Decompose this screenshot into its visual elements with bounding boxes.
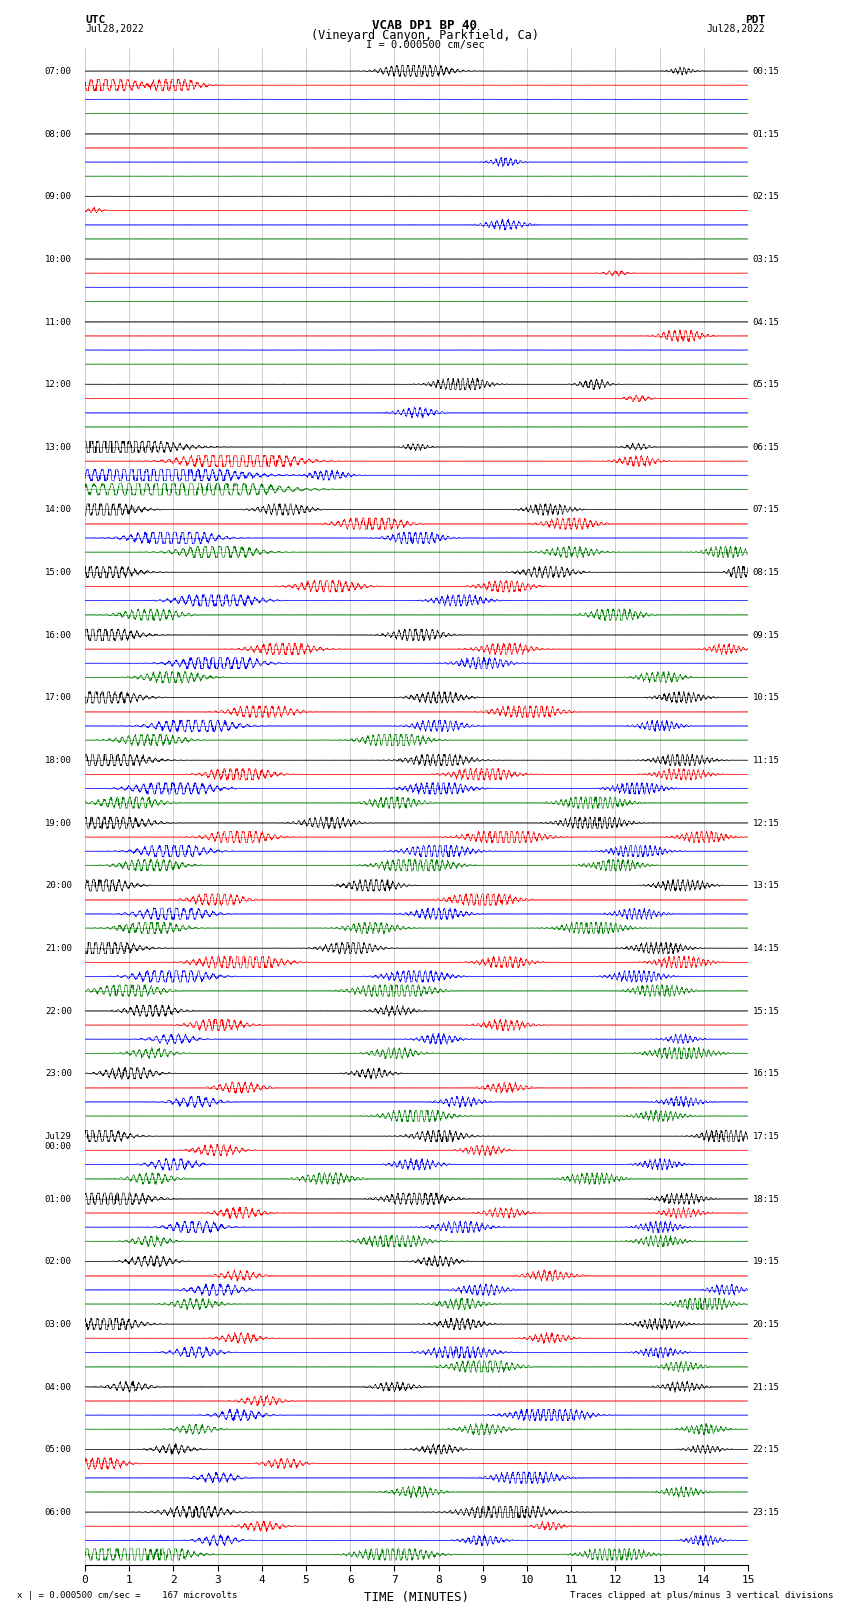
Text: 16:00: 16:00	[45, 631, 71, 640]
Text: 01:15: 01:15	[752, 129, 779, 139]
Text: (Vineyard Canyon, Parkfield, Ca): (Vineyard Canyon, Parkfield, Ca)	[311, 29, 539, 42]
Text: 03:00: 03:00	[45, 1319, 71, 1329]
Text: 11:15: 11:15	[752, 756, 779, 765]
Text: 13:00: 13:00	[45, 444, 71, 452]
Text: Jul28,2022: Jul28,2022	[706, 24, 765, 34]
Text: 00:15: 00:15	[752, 66, 779, 76]
X-axis label: TIME (MINUTES): TIME (MINUTES)	[364, 1590, 469, 1603]
Text: 23:15: 23:15	[752, 1508, 779, 1516]
Text: 14:00: 14:00	[45, 505, 71, 515]
Text: 21:15: 21:15	[752, 1382, 779, 1392]
Text: 14:15: 14:15	[752, 944, 779, 953]
Text: 07:15: 07:15	[752, 505, 779, 515]
Text: 23:00: 23:00	[45, 1069, 71, 1079]
Text: 09:00: 09:00	[45, 192, 71, 202]
Text: 19:00: 19:00	[45, 819, 71, 827]
Text: VCAB DP1 BP 40: VCAB DP1 BP 40	[372, 19, 478, 32]
Text: 07:00: 07:00	[45, 66, 71, 76]
Text: 18:15: 18:15	[752, 1195, 779, 1203]
Text: 11:00: 11:00	[45, 318, 71, 326]
Text: 08:15: 08:15	[752, 568, 779, 577]
Text: 15:15: 15:15	[752, 1007, 779, 1016]
Text: 01:00: 01:00	[45, 1195, 71, 1203]
Text: 21:00: 21:00	[45, 944, 71, 953]
Text: 02:15: 02:15	[752, 192, 779, 202]
Text: PDT: PDT	[745, 15, 765, 24]
Text: UTC: UTC	[85, 15, 105, 24]
Text: 22:00: 22:00	[45, 1007, 71, 1016]
Text: 06:15: 06:15	[752, 444, 779, 452]
Text: I = 0.000500 cm/sec: I = 0.000500 cm/sec	[366, 40, 484, 50]
Text: 12:15: 12:15	[752, 819, 779, 827]
Text: 09:15: 09:15	[752, 631, 779, 640]
Text: 04:00: 04:00	[45, 1382, 71, 1392]
Text: 04:15: 04:15	[752, 318, 779, 326]
Text: 17:15: 17:15	[752, 1132, 779, 1140]
Text: 06:00: 06:00	[45, 1508, 71, 1516]
Text: 13:15: 13:15	[752, 881, 779, 890]
Text: Jul28,2022: Jul28,2022	[85, 24, 144, 34]
Text: 03:15: 03:15	[752, 255, 779, 265]
Text: 10:15: 10:15	[752, 694, 779, 702]
Text: 05:15: 05:15	[752, 381, 779, 389]
Text: 18:00: 18:00	[45, 756, 71, 765]
Text: 20:15: 20:15	[752, 1319, 779, 1329]
Text: 17:00: 17:00	[45, 694, 71, 702]
Text: 10:00: 10:00	[45, 255, 71, 265]
Text: 22:15: 22:15	[752, 1445, 779, 1455]
Text: 19:15: 19:15	[752, 1257, 779, 1266]
Text: 20:00: 20:00	[45, 881, 71, 890]
Text: Jul29
00:00: Jul29 00:00	[45, 1132, 71, 1152]
Text: Traces clipped at plus/minus 3 vertical divisions: Traces clipped at plus/minus 3 vertical …	[570, 1590, 833, 1600]
Text: 08:00: 08:00	[45, 129, 71, 139]
Text: 02:00: 02:00	[45, 1257, 71, 1266]
Text: x | = 0.000500 cm/sec =    167 microvolts: x | = 0.000500 cm/sec = 167 microvolts	[17, 1590, 237, 1600]
Text: 16:15: 16:15	[752, 1069, 779, 1079]
Text: 12:00: 12:00	[45, 381, 71, 389]
Text: 05:00: 05:00	[45, 1445, 71, 1455]
Text: 15:00: 15:00	[45, 568, 71, 577]
